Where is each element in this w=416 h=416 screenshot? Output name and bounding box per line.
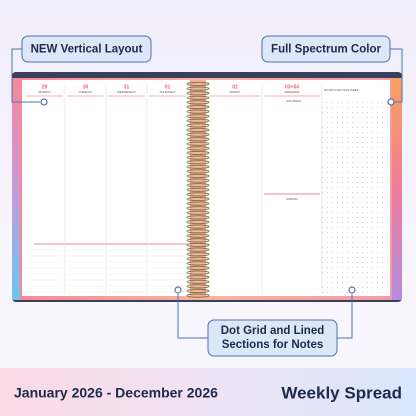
day-date: 29 (42, 84, 48, 90)
day-date: 02 (232, 84, 238, 90)
date-range: January 2026 - December 2026 (14, 385, 218, 401)
notes-header: NOTES FOR THIS WEEK (324, 88, 359, 92)
callout-text: Full Spectrum Color (271, 44, 381, 56)
coil (186, 91, 210, 96)
coil (186, 293, 210, 298)
callout-box (261, 35, 391, 63)
callout-text: Sections for Notes (222, 339, 324, 351)
day-name: TUESDAY (79, 90, 93, 94)
markers (40, 98, 395, 294)
day-name: WEEKEND (284, 90, 300, 94)
connectors (11, 48, 403, 339)
day-name: THURSDAY (159, 90, 175, 94)
spiral (186, 81, 210, 298)
coil (186, 146, 210, 151)
coil (186, 150, 210, 156)
day-date: 01 (165, 84, 171, 90)
coil (186, 192, 210, 197)
coil (186, 81, 210, 87)
coil (186, 224, 210, 229)
callout-text: Dot Grid and Lined (221, 325, 325, 337)
coil (186, 132, 210, 137)
coil (186, 265, 210, 271)
coil (186, 261, 210, 266)
coil (186, 183, 210, 188)
coil (186, 160, 210, 165)
coil (186, 256, 210, 261)
coil (186, 118, 210, 123)
coil (186, 247, 210, 252)
callout-box (207, 319, 338, 357)
right-tabs (392, 78, 402, 300)
coil (186, 114, 210, 119)
coil (186, 229, 210, 234)
coil (186, 100, 210, 105)
saturday-label: SATURDAY (286, 99, 302, 103)
day-name: WEDNESDAY (117, 90, 136, 94)
coil (186, 86, 210, 91)
coil (186, 109, 210, 114)
coil (186, 206, 210, 211)
coil (186, 141, 210, 146)
coil (186, 178, 210, 183)
coil (186, 187, 210, 192)
sunday-label: SUNDAY (286, 197, 298, 201)
day-name: FRIDAY (230, 90, 241, 94)
coil (186, 242, 210, 248)
coil (186, 127, 210, 133)
day-date: 03+04 (285, 84, 299, 90)
coil (186, 275, 210, 280)
coil (186, 288, 210, 294)
day-date: 30 (83, 84, 89, 90)
footer-label: Weekly Spread (281, 383, 402, 402)
coil (186, 169, 210, 174)
day-name: MONDAY (38, 90, 51, 94)
footer (0, 368, 416, 416)
coil (186, 210, 210, 215)
coil (186, 104, 210, 110)
coil (186, 238, 210, 243)
coil (186, 123, 210, 128)
dot-grid (322, 98, 388, 294)
callout-text: NEW Vertical Layout (31, 44, 143, 56)
coil (186, 233, 210, 238)
coil (186, 201, 210, 206)
coil (186, 284, 210, 289)
left-edge (12, 78, 22, 300)
coil (186, 219, 210, 225)
month-tab: JANUARY (23, 110, 28, 130)
callout-box (21, 35, 152, 63)
coil (186, 137, 210, 142)
coil (186, 95, 210, 100)
coil (186, 252, 210, 257)
coil (186, 270, 210, 275)
coil (186, 164, 210, 169)
day-date: 31 (124, 84, 130, 90)
coil (186, 155, 210, 160)
coil (186, 279, 210, 284)
coil (186, 215, 210, 220)
coil (186, 196, 210, 202)
coil (186, 173, 210, 179)
